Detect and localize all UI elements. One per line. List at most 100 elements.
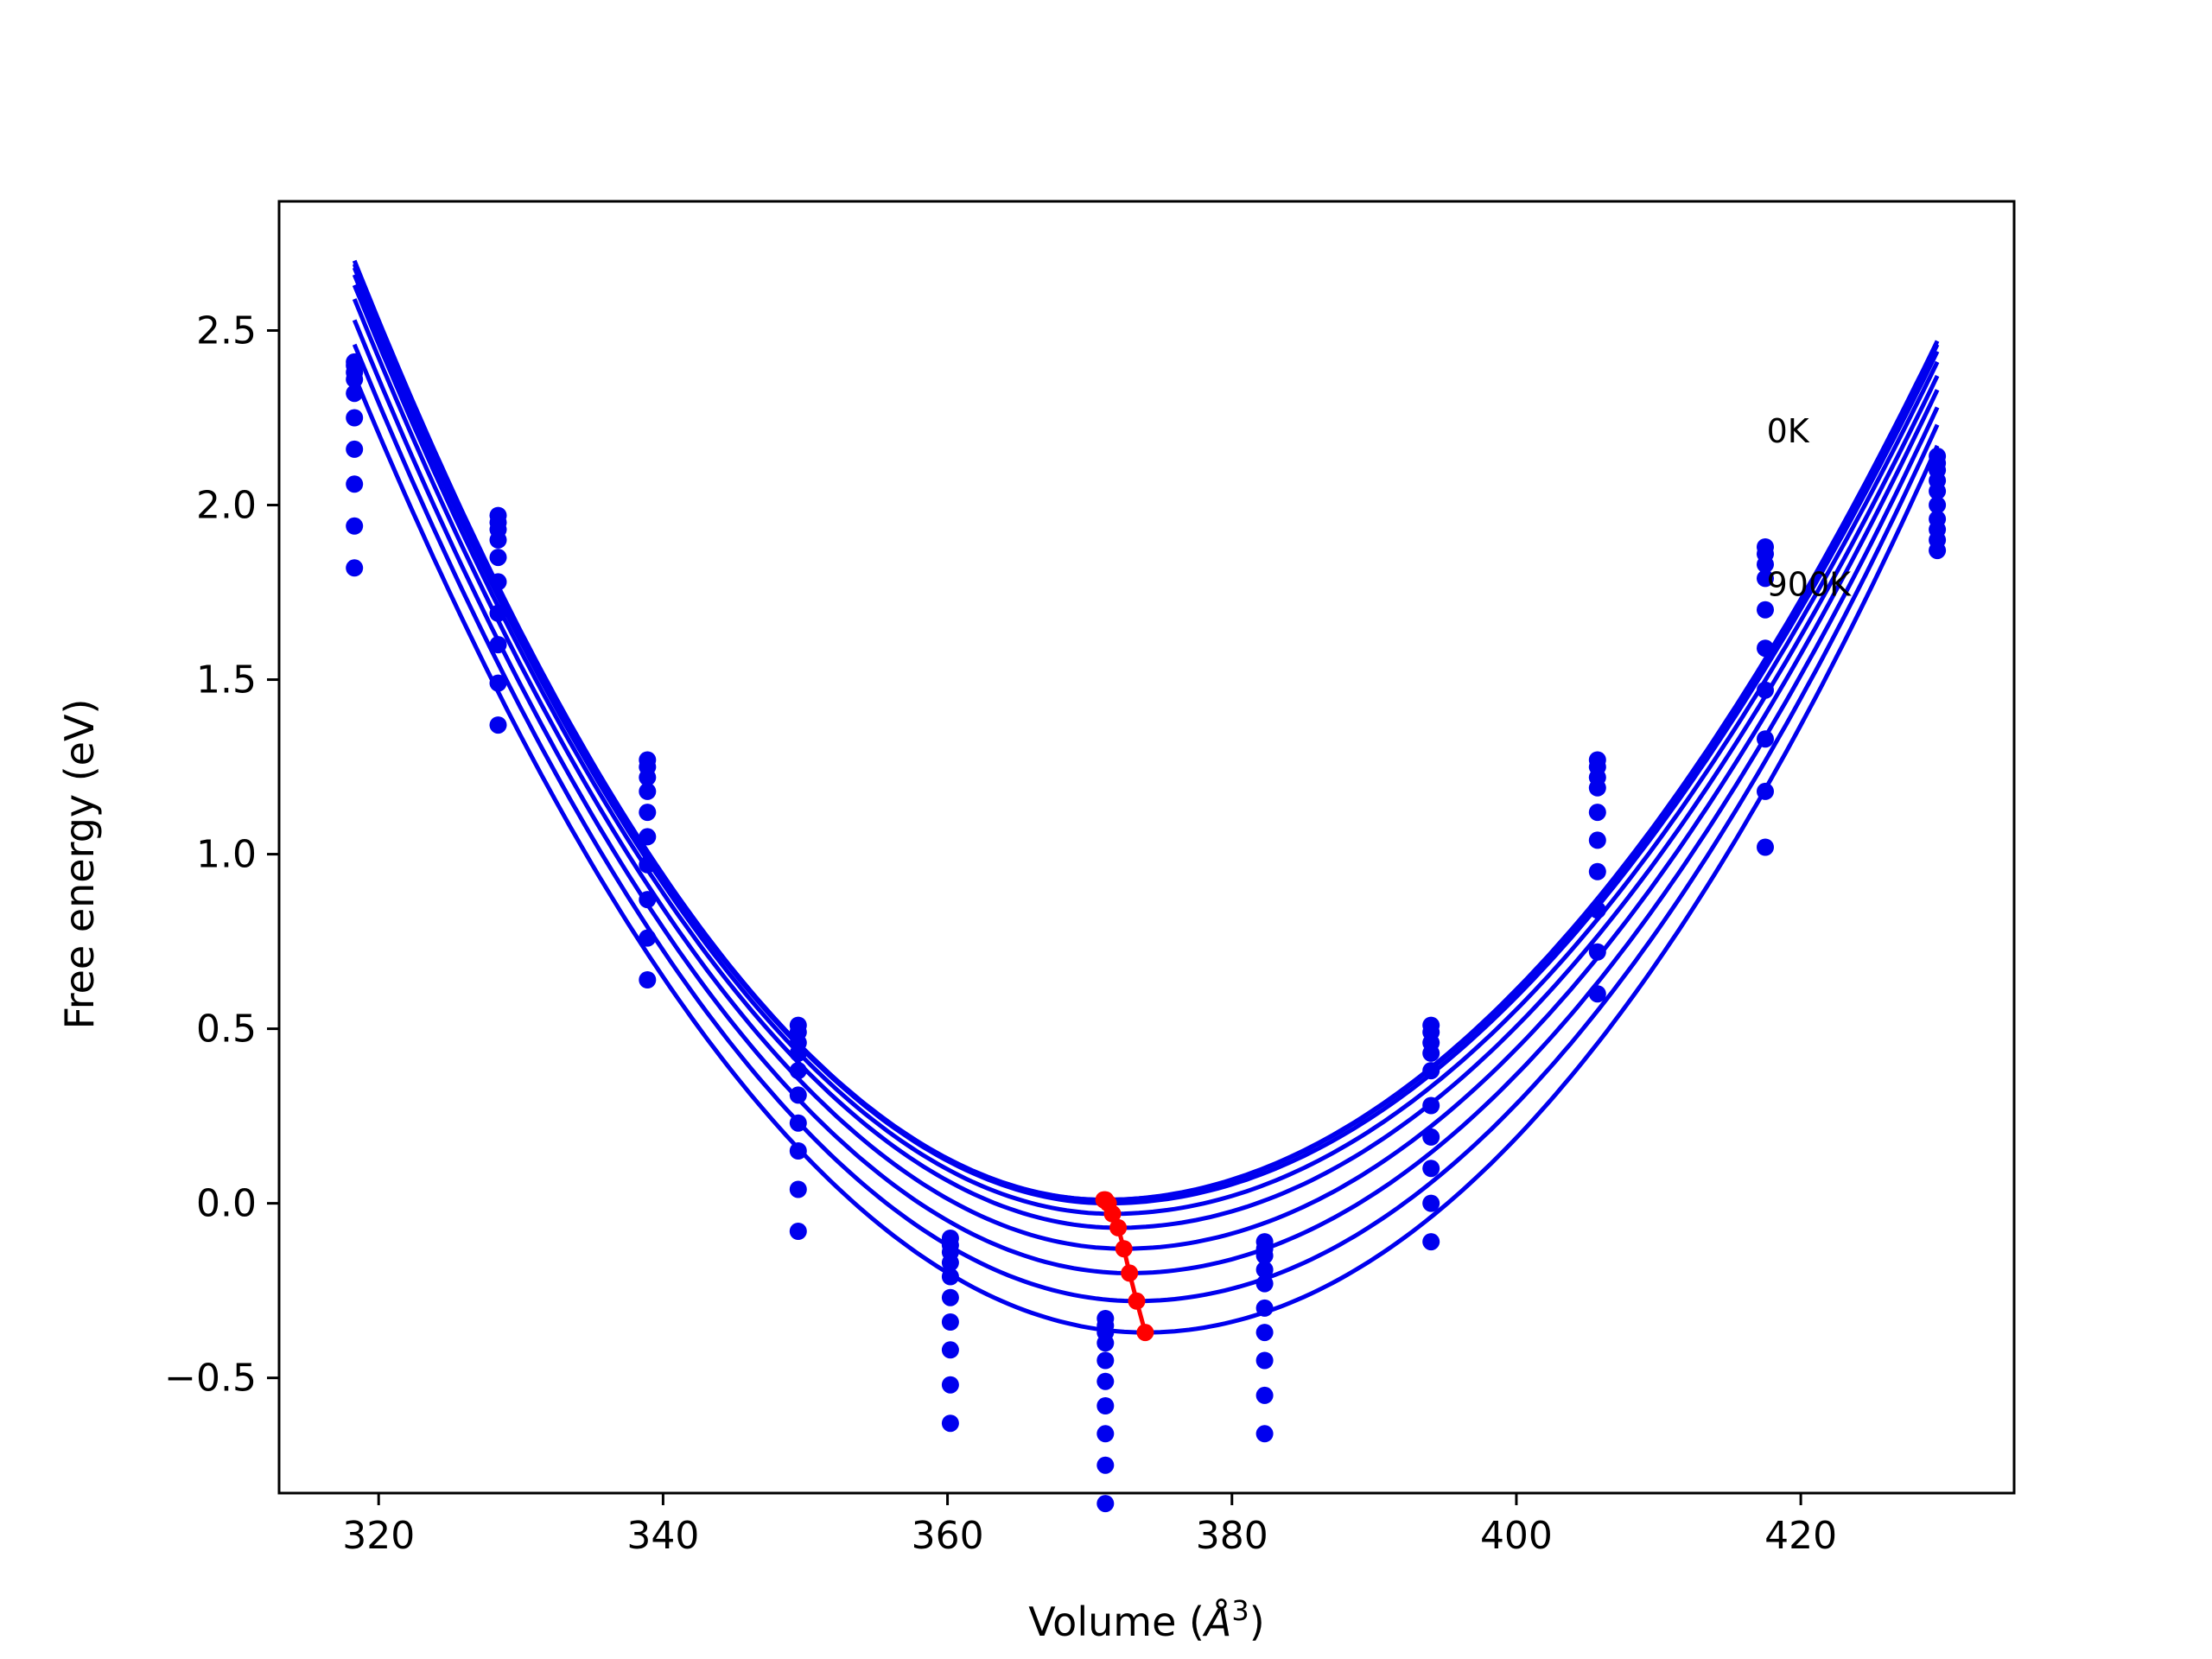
data-point bbox=[1929, 496, 1947, 514]
x-tick-label: 420 bbox=[1764, 1514, 1837, 1558]
plot-frame bbox=[277, 200, 2016, 1495]
minimum-point bbox=[1109, 1218, 1128, 1236]
data-point bbox=[1255, 1299, 1274, 1317]
x-tick-label: 320 bbox=[342, 1514, 415, 1558]
minimum-trace bbox=[1095, 1191, 1154, 1342]
data-point bbox=[1096, 1334, 1115, 1352]
data-point bbox=[1588, 985, 1606, 1003]
data-point bbox=[489, 604, 507, 622]
annotations: 0K 900K bbox=[1767, 412, 1853, 604]
data-point bbox=[941, 1254, 959, 1272]
data-point bbox=[489, 531, 507, 549]
data-point bbox=[1757, 730, 1774, 748]
annotation-1: 900K bbox=[1767, 566, 1853, 604]
data-point bbox=[1255, 1324, 1274, 1342]
minimum-point bbox=[1115, 1240, 1133, 1258]
fit-curve-4 bbox=[352, 284, 1940, 1230]
data-point bbox=[941, 1341, 959, 1359]
data-point bbox=[489, 549, 507, 567]
data-point bbox=[346, 440, 364, 458]
minimum-point bbox=[1136, 1324, 1154, 1342]
fit-curve-7 bbox=[352, 343, 1940, 1304]
data-point bbox=[1422, 1062, 1440, 1080]
y-axis-label: Free energy (eV) bbox=[56, 699, 103, 1030]
data-point bbox=[941, 1313, 959, 1331]
data-point bbox=[1422, 1044, 1440, 1062]
x-tick-label: 380 bbox=[1196, 1514, 1268, 1558]
data-point bbox=[1757, 569, 1774, 588]
data-point bbox=[941, 1414, 959, 1433]
data-point bbox=[1588, 901, 1606, 919]
data-point bbox=[1255, 1261, 1274, 1279]
x-axis-label-symbol: Å bbox=[1202, 1599, 1231, 1645]
fit-curve-2 bbox=[352, 266, 1940, 1206]
x-tick-label: 400 bbox=[1480, 1514, 1553, 1558]
data-point bbox=[1757, 556, 1774, 574]
plot-area: 0K 900K bbox=[346, 259, 1947, 1513]
data-point bbox=[346, 559, 364, 577]
data-point bbox=[1255, 1351, 1274, 1370]
x-axis-label-suffix: ) bbox=[1249, 1599, 1265, 1645]
data-point bbox=[1757, 639, 1774, 658]
data-point bbox=[789, 1142, 807, 1160]
x-axis-ticks: 320 340 360 380 400 420 bbox=[342, 1493, 1837, 1558]
data-point bbox=[1588, 862, 1606, 880]
y-axis-ticks: −0.5 0.0 0.5 1.0 1.5 2.0 2.5 bbox=[164, 309, 279, 1401]
minimum-point bbox=[1103, 1205, 1122, 1223]
data-point bbox=[346, 475, 364, 493]
data-point bbox=[1588, 831, 1606, 849]
data-point bbox=[1929, 542, 1947, 560]
data-point bbox=[789, 1086, 807, 1104]
data-point bbox=[346, 517, 364, 535]
data-point bbox=[1588, 804, 1606, 822]
x-axis-label-prefix: Volume ( bbox=[1028, 1599, 1205, 1645]
data-point bbox=[789, 1180, 807, 1198]
y-tick-label: −0.5 bbox=[164, 1357, 257, 1401]
y-tick-label: 1.5 bbox=[196, 658, 257, 702]
fit-curve-5 bbox=[352, 298, 1940, 1251]
y-tick-label: 2.5 bbox=[196, 309, 257, 353]
data-point bbox=[1096, 1351, 1115, 1370]
data-point bbox=[1929, 482, 1947, 500]
data-point bbox=[1096, 1425, 1115, 1443]
data-point bbox=[639, 804, 657, 822]
data-point bbox=[639, 768, 657, 786]
data-point bbox=[941, 1288, 959, 1306]
y-tick-label: 0.5 bbox=[196, 1007, 257, 1052]
data-point bbox=[489, 716, 507, 734]
data-points bbox=[346, 353, 1947, 1513]
data-point bbox=[1588, 943, 1606, 961]
data-point bbox=[1255, 1247, 1274, 1265]
data-point bbox=[639, 929, 657, 947]
data-point bbox=[789, 1114, 807, 1132]
data-point bbox=[1422, 1194, 1440, 1212]
data-point bbox=[1422, 1128, 1440, 1146]
fit-curve-8 bbox=[352, 375, 1940, 1335]
data-point bbox=[489, 636, 507, 654]
x-tick-label: 340 bbox=[626, 1514, 699, 1558]
data-point bbox=[1255, 1274, 1274, 1293]
data-point bbox=[639, 782, 657, 800]
data-point bbox=[1096, 1495, 1115, 1513]
data-point bbox=[789, 1062, 807, 1080]
data-point bbox=[1255, 1386, 1274, 1404]
data-point bbox=[639, 855, 657, 874]
fit-curve-6 bbox=[352, 319, 1940, 1275]
data-point bbox=[346, 385, 364, 403]
minimum-point bbox=[1128, 1292, 1146, 1310]
minimum-point bbox=[1121, 1264, 1139, 1282]
data-point bbox=[1757, 838, 1774, 856]
data-point bbox=[1422, 1096, 1440, 1115]
annotation-0: 0K bbox=[1767, 412, 1810, 450]
data-point bbox=[1096, 1372, 1115, 1390]
data-point bbox=[489, 573, 507, 591]
data-point bbox=[1255, 1425, 1274, 1443]
data-point bbox=[1422, 1160, 1440, 1178]
fit-curves bbox=[352, 259, 1940, 1335]
data-point bbox=[1588, 779, 1606, 797]
data-point bbox=[941, 1268, 959, 1286]
x-axis-label: Volume (Å3) bbox=[1028, 1594, 1264, 1645]
x-tick-label: 360 bbox=[912, 1514, 984, 1558]
data-point bbox=[639, 828, 657, 846]
